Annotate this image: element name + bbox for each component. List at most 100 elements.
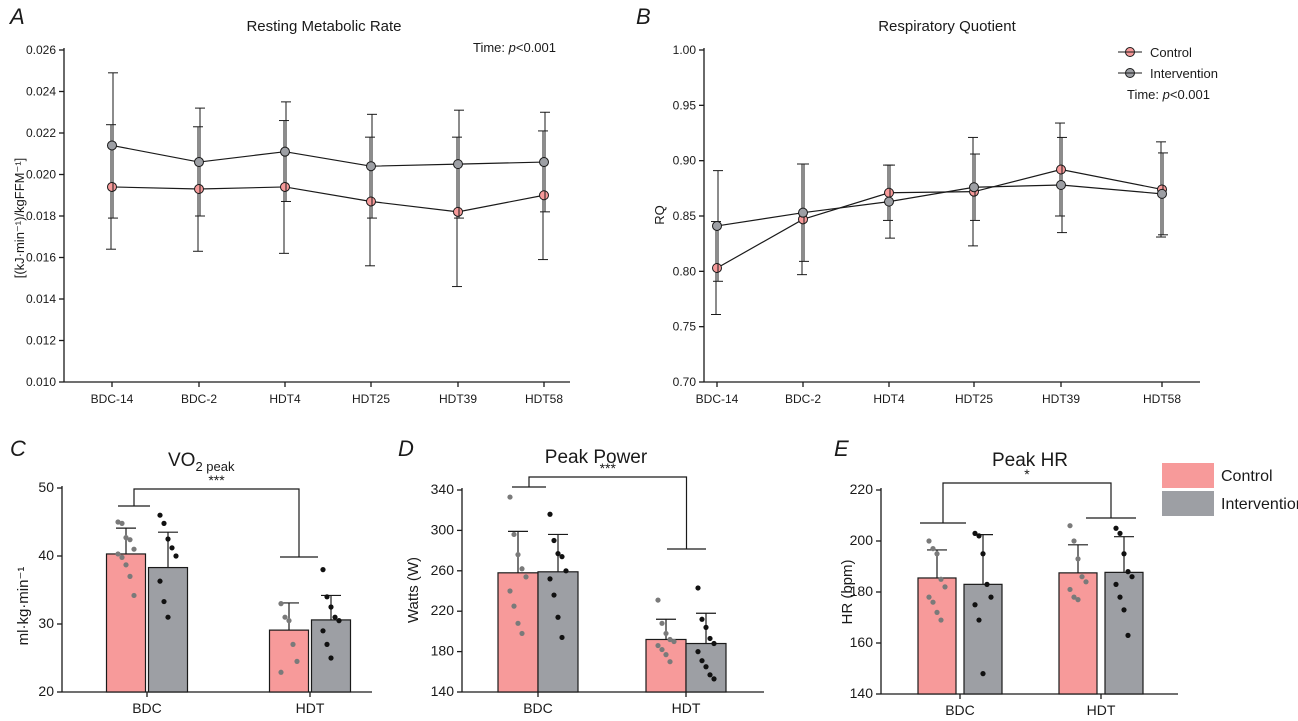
x-tick-label: BDC xyxy=(132,700,162,716)
chart-title-a: Resting Metabolic Rate xyxy=(246,18,401,35)
individual-point xyxy=(1071,538,1077,544)
data-point xyxy=(453,206,463,217)
y-tick-label: 0.022 xyxy=(26,126,56,140)
data-point xyxy=(280,181,290,192)
x-tick-label: HDT xyxy=(1087,702,1116,718)
bar xyxy=(268,629,310,693)
individual-point xyxy=(1125,569,1131,575)
individual-point xyxy=(976,533,982,539)
series-intervention xyxy=(712,136,1168,282)
y-tick-label: 220 xyxy=(431,602,455,618)
individual-point xyxy=(127,573,133,580)
individual-point xyxy=(1113,581,1119,587)
individual-point xyxy=(663,630,669,637)
y-tick-label: 140 xyxy=(431,683,455,699)
individual-point xyxy=(671,638,677,645)
individual-point xyxy=(980,671,986,677)
individual-point xyxy=(988,594,994,600)
individual-point xyxy=(131,546,137,552)
x-tick-label: BDC xyxy=(523,700,553,716)
individual-point xyxy=(547,576,553,582)
y-axis-label-d: Watts (W) xyxy=(405,557,422,623)
individual-point xyxy=(699,616,705,622)
individual-point xyxy=(930,599,936,605)
y-tick-label: 0.85 xyxy=(673,209,697,223)
data-point xyxy=(280,146,290,157)
y-tick-label: 0.024 xyxy=(26,85,56,99)
y-axis-label-c: ml·kg·min⁻¹ xyxy=(15,567,32,646)
individual-point xyxy=(286,618,292,624)
time-annotation-a: Time: p<0.001 xyxy=(473,40,556,55)
individual-point xyxy=(165,614,171,620)
data-point xyxy=(366,196,376,207)
individual-point xyxy=(519,566,525,572)
x-tick-label: HDT25 xyxy=(352,392,390,406)
bracket-line xyxy=(133,488,300,557)
time-annotation-b: Time: p<0.001 xyxy=(1127,87,1210,102)
individual-point xyxy=(551,592,557,598)
series-control xyxy=(711,122,1167,315)
individual-point xyxy=(938,576,944,582)
individual-point xyxy=(1125,632,1131,638)
bar xyxy=(645,638,687,693)
individual-point xyxy=(1075,597,1081,603)
bar xyxy=(1104,571,1144,695)
individual-point xyxy=(511,531,517,538)
x-tick-label: HDT xyxy=(296,700,325,716)
individual-point xyxy=(161,520,167,526)
y-tick-label: 50 xyxy=(38,479,54,495)
bar xyxy=(963,583,1003,695)
panel-label-a: A xyxy=(8,4,25,29)
panel-label-c: C xyxy=(10,436,26,461)
individual-point xyxy=(523,574,529,580)
panel-label-e: E xyxy=(834,436,849,461)
series-line xyxy=(716,168,1163,269)
x-tick-label: HDT39 xyxy=(439,392,477,406)
individual-point xyxy=(934,609,940,616)
series-group-d: *** xyxy=(497,460,727,693)
chart-marks: 0.010 0.012 0.014 0.016 0.018 0.020 0.022 0.024… xyxy=(26,43,1200,718)
y-tick-label: 180 xyxy=(431,643,455,659)
individual-point xyxy=(976,617,982,623)
axes-b: 0.70 0.75 0.80 0.85 0.90 0.95 1.00 BDC-14 BDC-2 H… xyxy=(673,43,1200,406)
individual-point xyxy=(324,594,330,600)
individual-point xyxy=(320,628,326,634)
individual-point xyxy=(332,614,338,620)
individual-point xyxy=(559,554,565,560)
individual-point xyxy=(699,658,705,664)
x-tick-label: HDT25 xyxy=(955,392,993,406)
individual-point xyxy=(926,594,932,600)
x-tick-label: BDC-2 xyxy=(181,392,217,406)
data-point xyxy=(712,263,722,274)
chart-title-b: Respiratory Quotient xyxy=(878,18,1016,35)
data-point xyxy=(884,196,894,207)
data-point xyxy=(539,157,549,168)
panel-e-peak-hr: E Peak HR HR (bpm) Control Intervention xyxy=(834,436,1298,625)
y-tick-label: 0.016 xyxy=(26,251,56,265)
bar xyxy=(537,571,579,693)
data-point xyxy=(798,207,808,218)
individual-point xyxy=(1067,523,1073,529)
data-point xyxy=(453,159,463,170)
individual-point xyxy=(324,641,330,648)
y-tick-label: 30 xyxy=(38,615,54,631)
individual-point xyxy=(278,669,284,675)
series-group-c: *** xyxy=(105,472,352,693)
individual-point xyxy=(165,536,171,542)
individual-point xyxy=(290,641,296,648)
individual-point xyxy=(563,568,569,574)
individual-point xyxy=(515,552,521,558)
individual-point xyxy=(115,519,121,525)
significance-bracket: *** xyxy=(512,460,706,550)
individual-point xyxy=(930,546,936,552)
individual-point xyxy=(972,530,978,536)
chart-title-d: Peak Power xyxy=(545,447,648,468)
legend-e: Control Intervention xyxy=(1162,463,1298,516)
y-tick-label: 0.012 xyxy=(26,334,56,348)
individual-point xyxy=(1121,607,1127,613)
series-control xyxy=(497,494,687,693)
data-point xyxy=(884,187,894,198)
significance-label: * xyxy=(1024,466,1030,482)
individual-point xyxy=(511,603,517,609)
